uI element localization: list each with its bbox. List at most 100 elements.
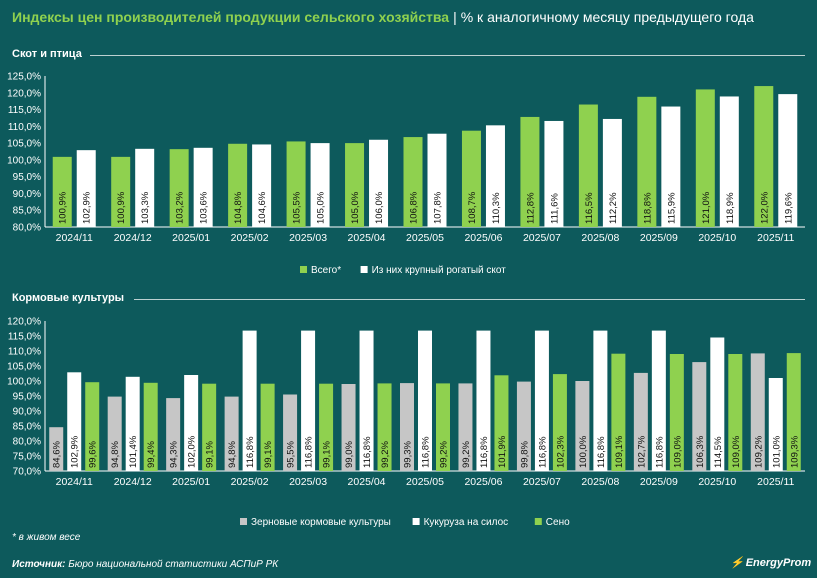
chart2-data-label: 99,4% <box>146 441 157 468</box>
source-line: Источник: Бюро национальной статистики А… <box>12 559 278 570</box>
chart2-data-label: 102,9% <box>70 435 81 468</box>
chart2-data-label: 94,8% <box>227 441 238 468</box>
chart2-legend-label: Кукуруза на силос <box>424 517 509 528</box>
chart1-xtick-label: 2025/04 <box>348 232 386 244</box>
chart2-legend-label: Зерновые кормовые культуры <box>251 517 391 528</box>
chart2-legend-label: Сено <box>546 517 570 528</box>
chart1-data-label: 102,9% <box>82 191 93 224</box>
chart1-data-label: 108,7% <box>467 191 478 224</box>
chart2-bar-3 <box>552 374 567 471</box>
chart2-bar-3 <box>786 353 801 471</box>
livestock-chart: 80,0% 85,0% 90,0% 95,0% 100,0% 105,0% 110,0% 11… <box>7 72 805 276</box>
chart2-bar-2 <box>242 330 257 471</box>
chart2-data-label: 116,8% <box>654 436 665 468</box>
chart1-data-label: 103,6% <box>199 191 210 224</box>
chart2-bar-1 <box>692 362 707 471</box>
chart2-bar-1 <box>400 383 414 471</box>
chart1-bar-2 <box>602 118 622 227</box>
chart1-ytick-label: 115,0% <box>8 105 41 116</box>
chart1-xtick-label: 2025/09 <box>640 232 678 244</box>
logo-text: EnergyProm <box>745 557 812 569</box>
chart2-data-label: 95,5% <box>286 441 297 468</box>
chart2-bar-3 <box>85 382 100 471</box>
chart2-data-label: 102,3% <box>555 435 566 468</box>
chart2-ytick-label: 105,0% <box>7 362 41 373</box>
chart2-data-label: 109,0% <box>672 435 683 468</box>
chart1-data-label: 106,0% <box>374 191 385 224</box>
chart1-ytick-label: 80,0% <box>13 223 41 234</box>
chart2-xtick-label: 2025/10 <box>698 476 736 488</box>
chart1-bar-2 <box>310 143 330 227</box>
chart2-data-label: 94,8% <box>110 441 121 468</box>
chart1-bar-1 <box>578 104 598 227</box>
chart1-data-label: 105,5% <box>292 191 303 224</box>
chart1-xtick-label: 2025/11 <box>757 232 794 244</box>
chart2-bar-2 <box>593 330 608 471</box>
chart1-bar-2 <box>719 96 739 227</box>
chart1-ytick-label: 125,0% <box>7 72 41 83</box>
chart1-data-label: 116,5% <box>584 192 595 224</box>
chart2-title-rule <box>134 299 805 300</box>
chart1-data-label: 103,3% <box>140 191 151 224</box>
chart2-bar-2 <box>301 330 316 471</box>
source-label: Источник: <box>12 559 66 570</box>
chart2-data-label: 99,2% <box>380 441 391 468</box>
chart2-data-label: 116,8% <box>479 436 490 468</box>
chart2-data-label: 99,1% <box>205 441 216 468</box>
chart2-legend-swatch <box>240 518 247 525</box>
chart2-data-label: 99,6% <box>88 441 99 468</box>
title-subtitle: % к аналогичному месяцу предыдущего года <box>460 9 754 25</box>
chart2-data-label: 116,8% <box>362 436 373 468</box>
chart2-data-label: 99,3% <box>403 441 414 468</box>
chart2-bar-2 <box>418 330 432 471</box>
chart2-bar-1 <box>224 396 239 471</box>
chart2-data-label: 109,3% <box>789 435 800 468</box>
chart1-xtick-label: 2025/05 <box>406 232 444 244</box>
chart1-ytick-label: 120,0% <box>7 88 41 99</box>
chart1-ytick-label: 90,0% <box>13 189 41 200</box>
chart1-bar-2 <box>135 148 155 227</box>
chart1-xtick-label: 2025/08 <box>581 232 619 244</box>
chart2-bar-3 <box>669 354 684 471</box>
chart2-data-label: 109,2% <box>753 435 764 468</box>
chart1-data-label: 115,9% <box>666 192 677 224</box>
chart2-bar-3 <box>202 383 217 471</box>
chart2-bar-2 <box>67 372 82 471</box>
chart2-ytick-label: 100,0% <box>7 377 41 388</box>
chart1-ytick-label: 95,0% <box>13 172 41 183</box>
chart1-data-label: 104,8% <box>233 191 244 224</box>
chart2-bar-3 <box>728 354 743 471</box>
chart2-bar-3 <box>611 353 626 471</box>
chart1-data-label: 118,9% <box>725 192 736 224</box>
chart2-data-label: 116,8% <box>596 436 607 468</box>
source-text: Бюро национальной статистики АСПиР РК <box>68 559 279 570</box>
chart1-bar-1 <box>169 149 189 227</box>
chart2-bar-3 <box>143 382 158 471</box>
chart1-xtick-label: 2025/02 <box>231 232 269 244</box>
chart2-bar-1 <box>107 396 122 471</box>
chart1-bar-2 <box>193 147 213 227</box>
chart2-xtick-label: 2025/09 <box>640 476 678 488</box>
chart2-ytick-label: 115,0% <box>8 332 41 343</box>
chart2-data-label: 116,8% <box>421 436 432 468</box>
energyprom-logo: ⚡ EnergyProm <box>730 556 811 569</box>
chart2-bar-2 <box>768 378 783 471</box>
chart1-bar-1 <box>52 156 72 227</box>
chart2-ytick-label: 120,0% <box>7 317 41 328</box>
chart1-bar-1 <box>403 137 423 227</box>
chart1-bar-2 <box>369 139 389 227</box>
chart1-bar-2 <box>544 120 564 227</box>
chart1-legend-swatch <box>360 266 368 273</box>
chart2-data-label: 99,0% <box>344 441 355 468</box>
chart2-legend-swatch <box>412 518 420 525</box>
title-separator: | <box>453 9 457 25</box>
chart1-bar-2 <box>485 125 505 227</box>
chart2-xtick-label: 2025/08 <box>581 476 619 488</box>
chart2-bar-1 <box>575 381 590 471</box>
chart2-xtick-label: 2025/01 <box>172 476 210 488</box>
chart1-bar-2 <box>252 144 272 227</box>
chart1-legend-swatch <box>300 266 307 273</box>
chart2-bar-1 <box>49 427 64 471</box>
chart1-bar-1 <box>286 141 306 227</box>
chart2-data-label: 106,3% <box>695 435 706 468</box>
